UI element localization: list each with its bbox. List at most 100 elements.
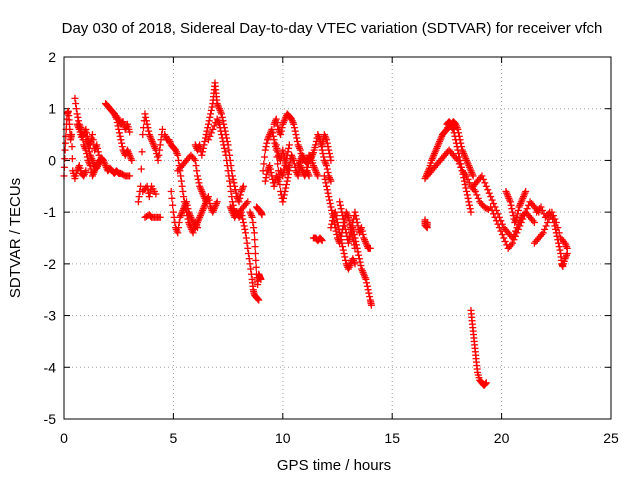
data-point (155, 151, 163, 159)
data-point (118, 139, 126, 147)
data-point (363, 282, 371, 290)
data-point (208, 103, 216, 111)
data-point (226, 182, 234, 190)
y-tick-label: 1 (48, 101, 56, 117)
data-point (351, 260, 359, 268)
data-point (487, 203, 495, 211)
data-point (290, 120, 298, 128)
data-point (152, 190, 160, 198)
data-point (142, 117, 150, 125)
data-point (261, 153, 269, 161)
data-point (260, 160, 268, 168)
y-tick-label: -1 (44, 204, 57, 220)
data-point (276, 181, 284, 189)
data-point (218, 113, 226, 121)
data-point (366, 293, 374, 301)
y-tick-label: -5 (44, 411, 57, 427)
y-tick-label: -3 (44, 308, 57, 324)
data-point (479, 175, 487, 183)
data-point (323, 136, 331, 144)
data-point (539, 229, 547, 237)
data-point (173, 227, 181, 235)
data-point (538, 206, 546, 214)
data-point (245, 250, 253, 258)
data-point (284, 174, 292, 182)
data-point (236, 191, 244, 199)
data-point (545, 215, 553, 223)
data-point (239, 215, 247, 223)
data-point (145, 193, 153, 201)
x-tick-label: 25 (603, 430, 619, 446)
data-point (462, 184, 470, 192)
data-point (266, 165, 274, 173)
data-point (323, 165, 331, 173)
data-point (338, 208, 346, 216)
data-point (464, 194, 472, 202)
data-point (548, 208, 556, 216)
data-point (68, 155, 76, 163)
data-point (245, 255, 253, 263)
data-point (205, 196, 213, 204)
data-point (353, 244, 361, 252)
data-point (293, 134, 301, 142)
data-point (231, 186, 239, 194)
data-point (156, 146, 164, 154)
data-point (146, 189, 154, 197)
data-point (86, 148, 94, 156)
data-point (199, 148, 207, 156)
data-point (280, 191, 288, 199)
data-point (204, 136, 212, 144)
data-point (367, 301, 375, 309)
data-point (304, 160, 312, 168)
data-point (273, 144, 281, 152)
data-point (230, 179, 238, 187)
data-point (218, 131, 226, 139)
data-point (514, 206, 522, 214)
data-point (277, 127, 285, 135)
x-tick-label: 15 (384, 430, 400, 446)
data-point (217, 127, 225, 135)
data-point (487, 193, 495, 201)
data-point (224, 167, 232, 175)
data-point (336, 232, 344, 240)
data-point (352, 215, 360, 223)
data-point (139, 131, 147, 139)
data-point (542, 222, 550, 230)
data-point (358, 227, 366, 235)
data-point (466, 179, 474, 187)
data-point (183, 201, 191, 209)
data-point (274, 177, 282, 185)
data-point (514, 225, 522, 233)
data-point (482, 380, 490, 388)
data-point (254, 295, 262, 303)
data-point (261, 177, 269, 185)
data-point (206, 113, 214, 121)
data-point (280, 153, 288, 161)
data-point (192, 162, 200, 170)
data-point (94, 144, 102, 152)
data-point (269, 129, 277, 137)
data-point (344, 213, 352, 221)
data-point (220, 144, 228, 152)
data-point (562, 253, 570, 261)
data-point (225, 146, 233, 154)
data-point (338, 239, 346, 247)
data-point (277, 131, 285, 139)
data-point (267, 168, 275, 176)
data-point (345, 217, 353, 225)
data-point (251, 243, 259, 251)
data-point (331, 208, 339, 216)
data-point (199, 144, 207, 152)
data-point (193, 172, 201, 180)
data-point (325, 150, 333, 158)
data-point (118, 143, 126, 151)
data-point (510, 236, 518, 244)
data-point (285, 162, 293, 170)
data-point (247, 212, 255, 220)
data-point (509, 208, 517, 216)
data-point (218, 110, 226, 118)
data-point (517, 218, 525, 226)
data-point (552, 218, 560, 226)
x-axis-label: GPS time / hours (277, 457, 391, 474)
data-point (272, 115, 280, 123)
